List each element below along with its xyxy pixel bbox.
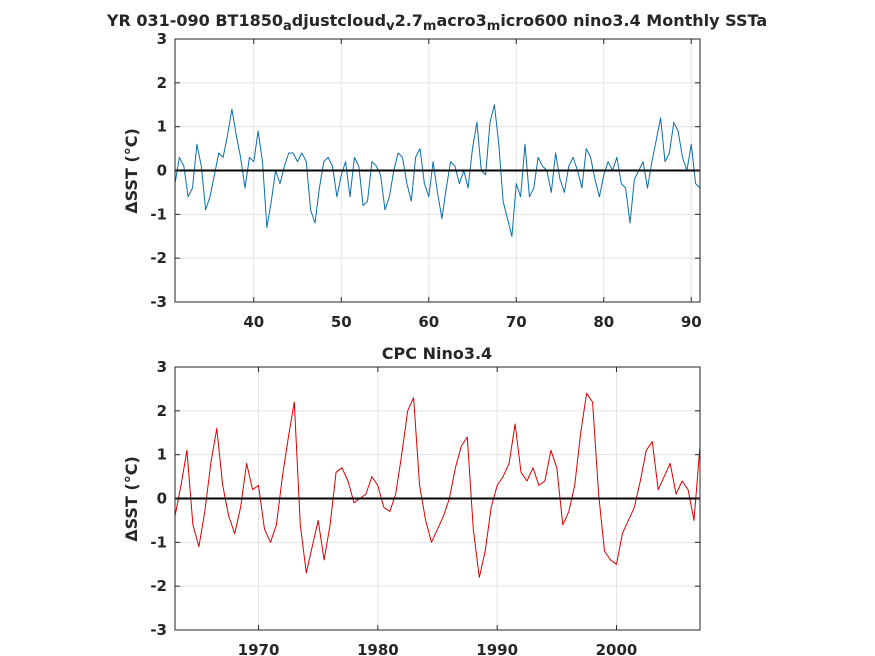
chart-title-model: YR 031-090 BT1850adjustcloudv2.7macro3mi… xyxy=(106,11,767,34)
y-tick-label: 3 xyxy=(157,358,167,376)
chart-title-cpc: CPC Nino3.4 xyxy=(382,344,492,363)
y-tick-label: -3 xyxy=(150,621,167,639)
x-tick-label: 1990 xyxy=(476,641,518,656)
x-tick-label: 60 xyxy=(418,313,439,331)
y-tick-label: 2 xyxy=(157,74,167,92)
y-tick-label: -1 xyxy=(150,533,167,551)
y-tick-label: -2 xyxy=(150,577,167,595)
title-part: YR 031-090 BT1850 xyxy=(106,11,283,30)
y-tick-label: -1 xyxy=(150,205,167,223)
y-tick-label: 1 xyxy=(157,446,167,464)
y-tick-label: 0 xyxy=(157,162,167,180)
title-subscript: v xyxy=(386,19,395,34)
x-tick-label: 1980 xyxy=(357,641,399,656)
x-tick-label: 40 xyxy=(243,313,264,331)
x-tick-label: 50 xyxy=(331,313,352,331)
series-line-0 xyxy=(174,392,701,578)
title-part: icro600 nino3.4 Monthly SSTa xyxy=(500,11,767,30)
panel-cpc-nino34: CPC Nino3.4 ΔSST (°C) 1970 1980 1990 2000 3 2… xyxy=(122,344,701,656)
x-tick-label: 1970 xyxy=(238,641,280,656)
title-subscript: a xyxy=(283,19,292,34)
y-axis-label-cpc: ΔSST (°C) xyxy=(122,456,141,542)
panel-model-nino34: YR 031-090 BT1850adjustcloudv2.7macro3mi… xyxy=(106,11,767,331)
x-tick-label: 90 xyxy=(681,313,702,331)
y-tick-label: -3 xyxy=(150,293,167,311)
title-part: 2.7 xyxy=(395,11,423,30)
y-tick-label: 3 xyxy=(157,30,167,48)
title-subscript: m xyxy=(423,19,437,34)
x-tick-label: 70 xyxy=(506,313,527,331)
y-tick-label: 0 xyxy=(157,490,167,508)
y-tick-label: 2 xyxy=(157,402,167,420)
title-part: acro3 xyxy=(436,11,486,30)
y-tick-label: -2 xyxy=(150,249,167,267)
title-part: djustcloud xyxy=(292,11,386,30)
y-tick-label: 1 xyxy=(157,118,167,136)
y-axis-label-model: ΔSST (°C) xyxy=(122,128,141,214)
x-tick-label: 80 xyxy=(593,313,614,331)
x-tick-label: 2000 xyxy=(596,641,638,656)
title-subscript: m xyxy=(487,19,501,34)
